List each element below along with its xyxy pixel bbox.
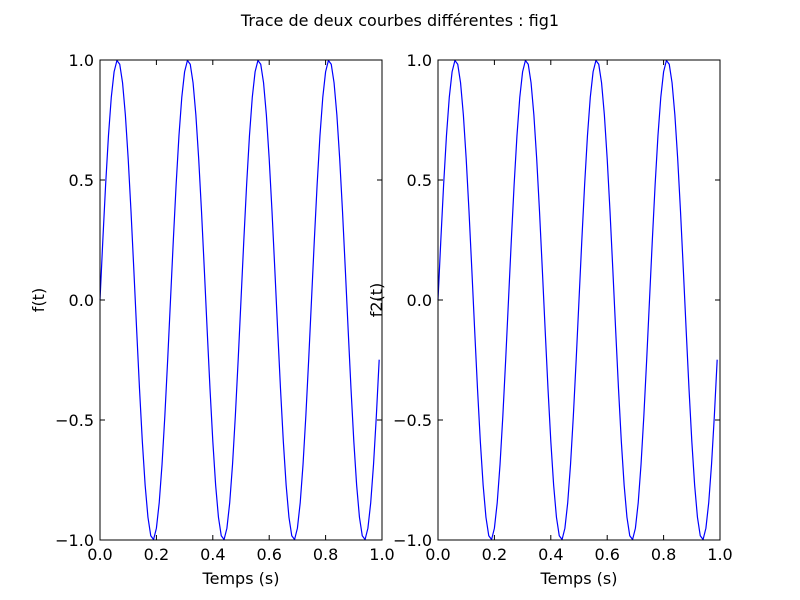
- y-axis-label-right: f2(t): [367, 283, 386, 318]
- x-tick-label: 0.8: [313, 545, 338, 564]
- x-tick-label: 0.2: [482, 545, 507, 564]
- y-tick-label: 0.0: [69, 291, 94, 310]
- y-tick-label: 1.0: [407, 51, 432, 70]
- x-tick-label: 1.0: [707, 545, 732, 564]
- ticks-right: 0.0 0.2 0.4 0.6 0.8 1.0 −1.0 −0.5 0.0 0.5 1.0: [393, 51, 733, 564]
- y-axis-label-left: f(t): [29, 288, 48, 312]
- x-tick-label: 0.6: [256, 545, 281, 564]
- x-tick-label: 0.8: [651, 545, 676, 564]
- subplot-left: 0.0 0.2 0.4 0.6 0.8 1.0 −1.0 −0.5 0.0 0.5 1.0 Temp…: [29, 51, 395, 588]
- series-line-left-0: [99, 59, 380, 541]
- x-tick-label: 0.0: [87, 545, 112, 564]
- y-tick-label: −0.5: [393, 411, 432, 430]
- x-tick-label: 1.0: [369, 545, 394, 564]
- figure-title: Trace de deux courbes différentes : fig1: [240, 11, 559, 30]
- y-tick-label: −1.0: [55, 531, 94, 550]
- y-tick-label: 0.0: [407, 291, 432, 310]
- x-tick-label: 0.4: [538, 545, 563, 564]
- y-tick-label: −1.0: [393, 531, 432, 550]
- x-axis-label-right: Temps (s): [540, 569, 618, 588]
- y-tick-label: 1.0: [69, 51, 94, 70]
- x-tick-label: 0.0: [425, 545, 450, 564]
- x-axis-label-left: Temps (s): [202, 569, 280, 588]
- y-tick-label: −0.5: [55, 411, 94, 430]
- series-line-left-group: [99, 59, 380, 541]
- x-tick-label: 0.2: [144, 545, 169, 564]
- series-line-right-group: [437, 59, 718, 541]
- subplot-right: 0.0 0.2 0.4 0.6 0.8 1.0−1.0−0.50.00.51.0 Temp…: [367, 51, 733, 588]
- y-tick-label: 0.5: [69, 171, 94, 190]
- x-tick-label: 0.4: [200, 545, 225, 564]
- x-tick-label: 0.6: [594, 545, 619, 564]
- series-line-right-0: [437, 59, 718, 541]
- ticks-left: 0.0 0.2 0.4 0.6 0.8 1.0 −1.0 −0.5 0.0 0.5 1.0: [55, 51, 395, 564]
- y-tick-label: 0.5: [407, 171, 432, 190]
